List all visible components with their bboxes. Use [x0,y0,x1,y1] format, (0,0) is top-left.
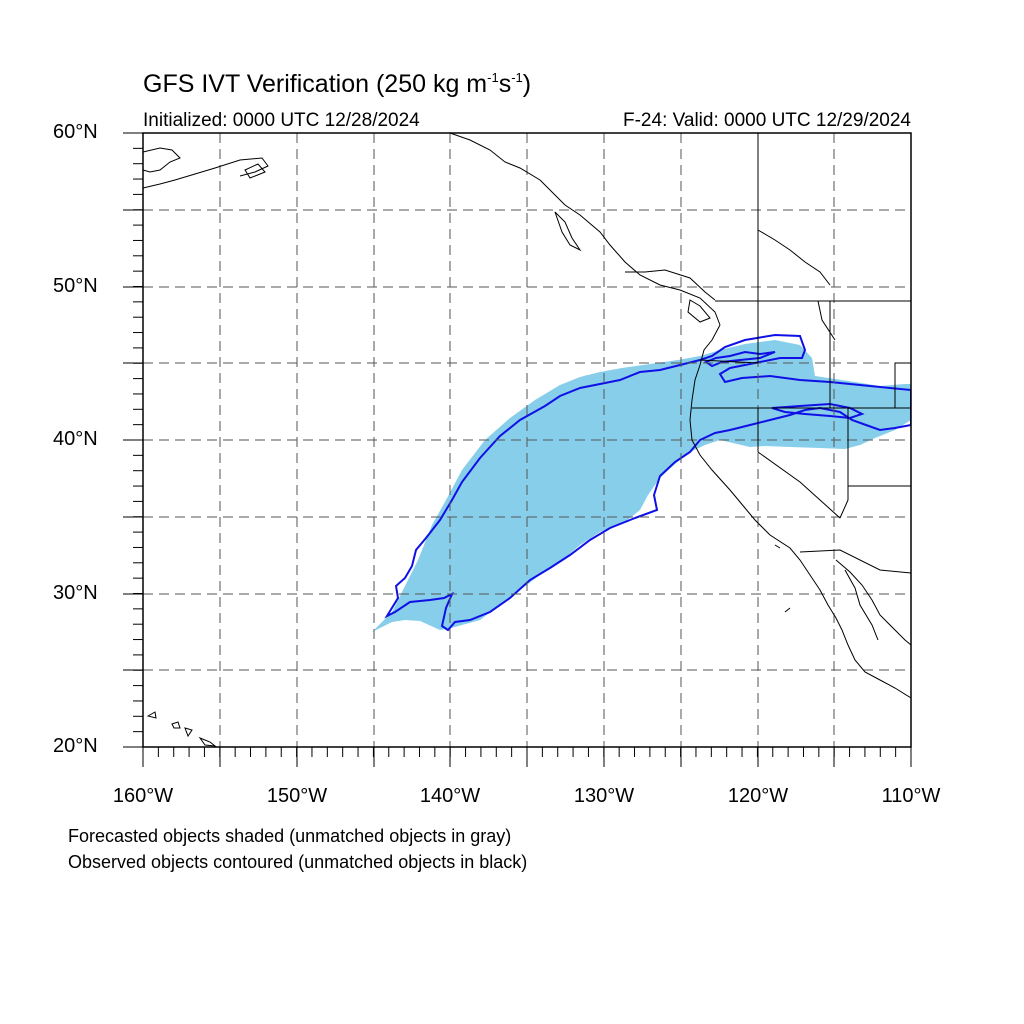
legend-observed: Observed objects contoured (unmatched ob… [68,852,528,872]
lon-label-140w: 140°W [419,785,481,807]
observed-object-hole-contour [771,402,865,420]
lat-label-40n: 40°N [53,428,98,450]
lon-label-120w: 120°W [727,785,789,807]
lon-label-150w: 150°W [266,785,328,807]
map-title: GFS IVT Verification (250 kg m-1s-1) [143,70,532,98]
lon-label-160w: 160°W [112,785,174,807]
initialized-time: Initialized: 0000 UTC 12/28/2024 [143,110,420,131]
lon-label-110w: 110°W [881,785,941,807]
legend-forecast: Forecasted objects shaded (unmatched obj… [68,826,512,846]
forecast-object-small [580,375,594,386]
lat-label-30n: 30°N [53,582,98,604]
lon-label-130w: 130°W [573,785,635,807]
lat-label-60n: 60°N [53,121,98,143]
lat-label-20n: 20°N [53,735,98,757]
forecast-object [372,340,911,632]
coastlines [143,133,911,747]
valid-time: F-24: Valid: 0000 UTC 12/29/2024 [623,110,911,131]
political-borders [692,133,911,574]
lat-label-50n: 50°N [53,275,98,297]
observed-object-contour [384,333,911,632]
observed-object-inner-contour [703,350,776,368]
minor-ticks [133,132,897,757]
